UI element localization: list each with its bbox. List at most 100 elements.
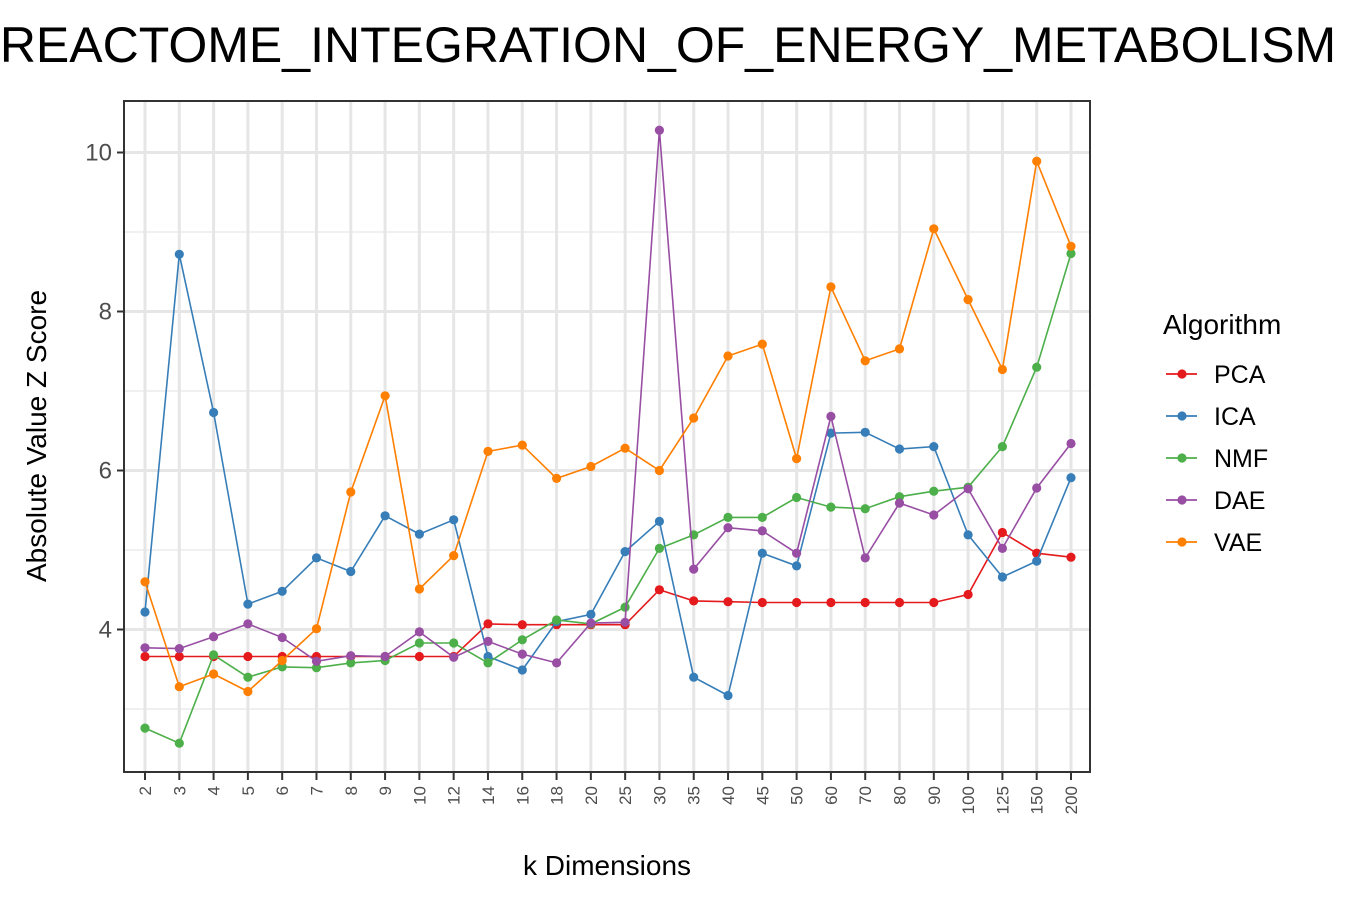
series-line-vae bbox=[144, 158, 1072, 693]
data-point-ica bbox=[1066, 473, 1076, 483]
x-tick-label: 7 bbox=[307, 786, 326, 795]
data-point-dae bbox=[243, 619, 253, 629]
data-point-vae bbox=[140, 577, 150, 587]
legend-key-point bbox=[1177, 495, 1187, 505]
legend-label: NMF bbox=[1214, 445, 1268, 473]
data-point-nmf bbox=[1032, 362, 1042, 372]
legend-key-point bbox=[1177, 411, 1187, 421]
x-tick-label: 125 bbox=[993, 786, 1012, 814]
data-point-pca bbox=[243, 651, 253, 662]
data-point-nmf bbox=[792, 492, 802, 503]
y-axis-title: Absolute Value Z Score bbox=[21, 290, 52, 582]
y-tick-label: 8 bbox=[99, 299, 112, 326]
data-point-dae bbox=[346, 651, 356, 661]
data-point-dae bbox=[311, 656, 322, 666]
data-point-vae bbox=[1032, 156, 1042, 166]
data-point-vae bbox=[963, 295, 973, 305]
data-point-ica bbox=[860, 427, 870, 437]
x-tick-label: 6 bbox=[273, 786, 292, 795]
series-line-pca bbox=[145, 531, 1072, 658]
data-point-vae bbox=[517, 440, 527, 450]
data-point-vae bbox=[414, 584, 424, 594]
x-tick-label: 14 bbox=[479, 786, 498, 805]
data-point-pca bbox=[174, 651, 184, 662]
legend-label: DAE bbox=[1214, 487, 1265, 515]
x-tick-label: 25 bbox=[616, 786, 635, 805]
data-point-vae bbox=[1066, 241, 1076, 251]
data-point-vae bbox=[209, 669, 219, 679]
series-nmf bbox=[140, 248, 1076, 748]
data-point-vae bbox=[723, 351, 733, 361]
data-point-pca bbox=[860, 597, 870, 608]
legend-label: ICA bbox=[1214, 403, 1256, 431]
data-point-dae bbox=[586, 618, 596, 628]
data-point-vae bbox=[654, 465, 665, 476]
data-point-ica bbox=[174, 249, 184, 259]
data-point-ica bbox=[586, 609, 596, 620]
x-tick-label: 70 bbox=[856, 786, 875, 805]
data-point-dae bbox=[620, 617, 630, 627]
data-point-nmf bbox=[174, 738, 184, 748]
x-tick-label: 45 bbox=[753, 786, 772, 805]
data-point-pca bbox=[826, 597, 836, 608]
data-point-dae bbox=[963, 484, 973, 494]
data-point-pca bbox=[723, 597, 733, 607]
legend-label: PCA bbox=[1214, 361, 1266, 389]
data-point-nmf bbox=[277, 662, 287, 672]
data-point-ica bbox=[209, 407, 219, 418]
data-point-dae bbox=[1032, 483, 1042, 493]
legend-label: VAE bbox=[1214, 529, 1262, 557]
data-point-vae bbox=[449, 551, 459, 561]
data-point-dae bbox=[414, 627, 424, 637]
data-point-nmf bbox=[449, 638, 459, 648]
data-point-ica bbox=[449, 515, 459, 525]
legend-item-dae: DAE bbox=[1166, 487, 1265, 515]
series-line-nmf bbox=[144, 253, 1072, 745]
x-tick-label: 18 bbox=[548, 786, 567, 805]
plot-panel-border bbox=[123, 100, 1091, 773]
legend-item-ica: ICA bbox=[1166, 403, 1256, 431]
legend-item-pca: PCA bbox=[1166, 361, 1266, 389]
x-tick-label: 40 bbox=[719, 786, 738, 805]
legend-key-point bbox=[1177, 453, 1187, 463]
data-point-nmf bbox=[414, 638, 424, 648]
series-dae bbox=[140, 125, 1076, 668]
data-point-vae bbox=[311, 624, 322, 634]
data-point-dae bbox=[654, 125, 665, 135]
data-point-dae bbox=[894, 498, 905, 508]
data-point-ica bbox=[723, 690, 733, 701]
data-point-ica bbox=[414, 529, 424, 539]
data-point-pca bbox=[963, 589, 973, 600]
data-point-nmf bbox=[209, 650, 219, 660]
data-point-dae bbox=[929, 510, 939, 520]
data-point-pca bbox=[1066, 552, 1076, 562]
data-point-dae bbox=[792, 548, 802, 558]
data-point-ica bbox=[826, 428, 836, 438]
data-point-dae bbox=[1066, 438, 1076, 449]
data-point-vae bbox=[243, 686, 253, 697]
data-point-pca bbox=[757, 597, 767, 608]
data-point-nmf bbox=[243, 672, 253, 682]
data-point-pca bbox=[894, 597, 905, 608]
data-point-ica bbox=[963, 530, 973, 540]
data-point-dae bbox=[174, 644, 184, 654]
series-line-ica bbox=[144, 254, 1072, 697]
x-tick-label: 9 bbox=[376, 786, 395, 795]
data-point-vae bbox=[826, 282, 836, 292]
data-point-dae bbox=[517, 649, 527, 659]
data-point-pca bbox=[689, 596, 699, 606]
data-point-nmf bbox=[346, 658, 356, 668]
x-tick-label: 150 bbox=[1028, 786, 1047, 814]
data-point-dae bbox=[689, 564, 699, 574]
series-lines bbox=[140, 125, 1076, 748]
data-point-vae bbox=[860, 356, 870, 366]
x-tick-label: 4 bbox=[205, 786, 224, 795]
data-point-nmf bbox=[929, 486, 939, 496]
data-point-nmf bbox=[894, 492, 905, 502]
data-point-ica bbox=[483, 651, 493, 662]
data-point-ica bbox=[689, 672, 699, 682]
data-point-ica bbox=[517, 665, 527, 675]
data-point-vae bbox=[689, 413, 699, 423]
